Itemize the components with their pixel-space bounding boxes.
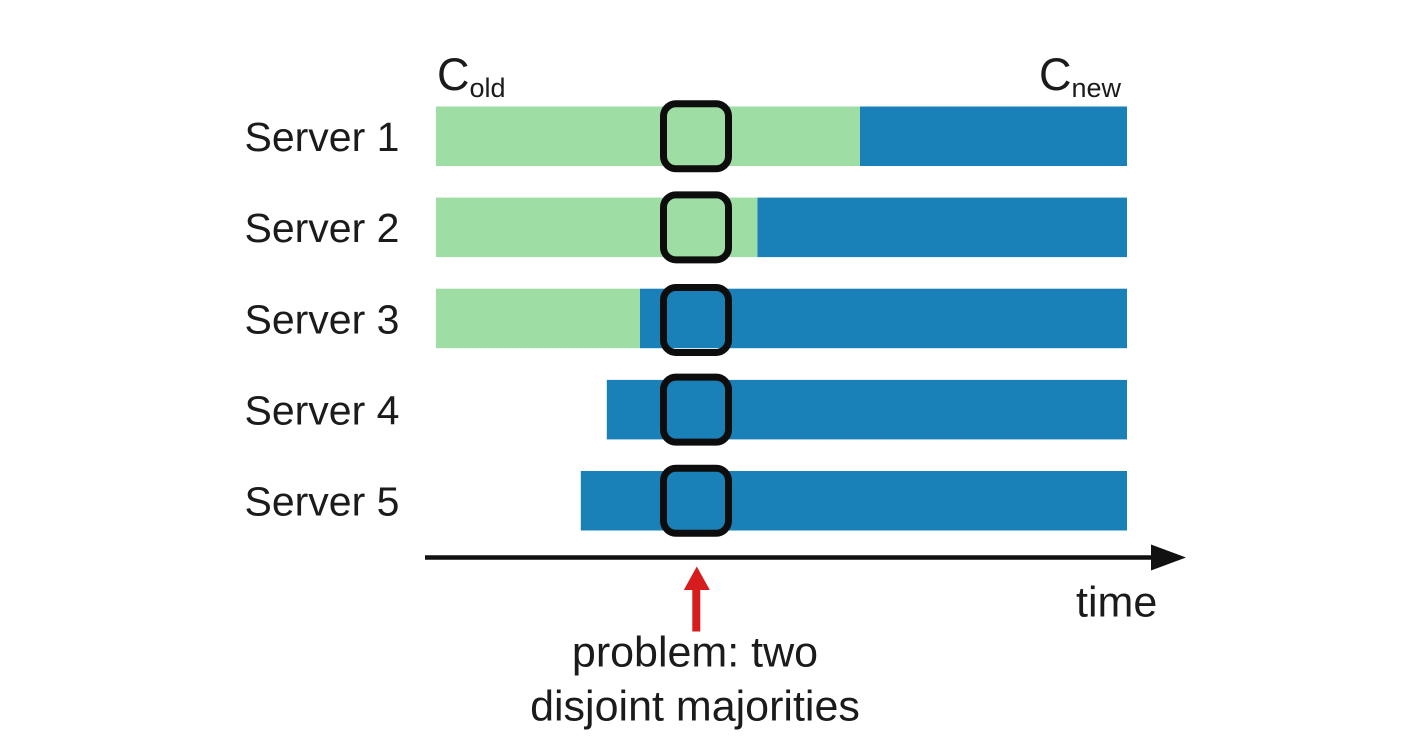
svg-text:disjoint majorities: disjoint majorities [530, 683, 860, 731]
svg-text:Server 4: Server 4 [245, 387, 400, 433]
svg-text:Server 3: Server 3 [245, 296, 400, 342]
svg-text:Server 2: Server 2 [245, 205, 400, 251]
svg-text:time: time [1076, 579, 1157, 627]
svg-text:Server 1: Server 1 [245, 114, 400, 160]
svg-text:problem: two: problem: two [572, 629, 818, 677]
svg-text:Server 5: Server 5 [245, 479, 400, 525]
